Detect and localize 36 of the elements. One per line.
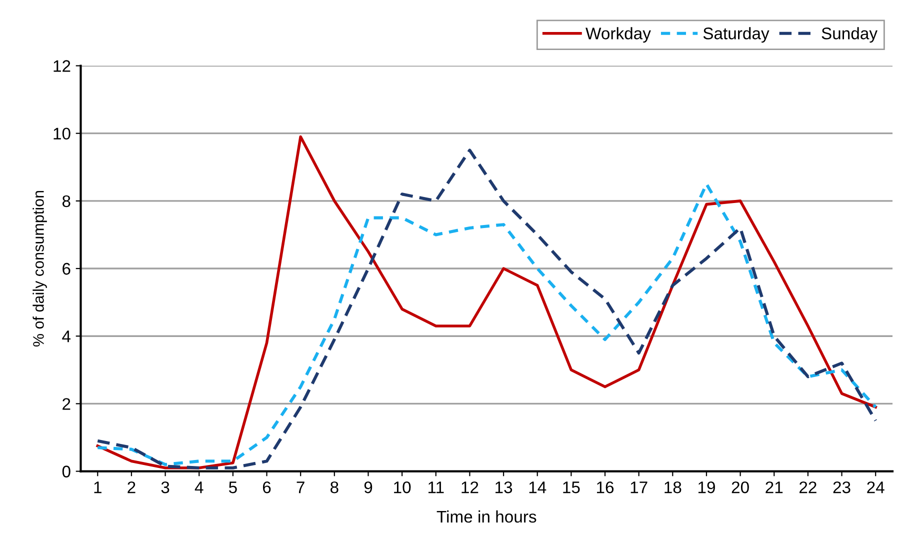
x-tick-label: 7: [296, 482, 304, 494]
x-tick-label: 4: [194, 482, 204, 494]
x-tick-label: 1: [94, 482, 102, 494]
x-tick-label: 12: [462, 481, 478, 494]
x-tick-label: 23: [833, 481, 850, 494]
x-tick-label: 8: [330, 481, 338, 494]
x-tick-label: 15: [563, 482, 580, 494]
y-axis-title: % of daily consumption: [32, 190, 47, 347]
x-tick-label: 9: [364, 481, 372, 494]
x-tick-label: 24: [867, 481, 884, 494]
y-tick-label: 12: [54, 60, 70, 72]
y-tick-label: 8: [62, 195, 70, 208]
x-tick-label: 2: [128, 481, 136, 494]
x-tick-label: 10: [394, 481, 411, 494]
x-tick-label: 20: [732, 481, 749, 494]
x-tick-label: 19: [698, 481, 715, 494]
x-axis-title: Time in hours: [436, 510, 536, 523]
legend-label: Workday: [586, 27, 651, 43]
legend-label: Saturday: [703, 27, 770, 43]
x-tick-label: 13: [496, 481, 512, 494]
x-tick-label: 11: [428, 482, 444, 494]
x-tick-label: 22: [800, 481, 816, 494]
y-tick-label: 6: [62, 262, 70, 275]
x-tick-label: 17: [630, 482, 648, 494]
x-tick-label: 3: [161, 481, 170, 494]
y-tick-label: 2: [62, 398, 70, 410]
x-tick-label: 21: [766, 481, 783, 494]
x-tick-label: 5: [228, 482, 237, 494]
y-tick-label: 4: [62, 330, 71, 342]
y-tick-label: 10: [54, 128, 70, 140]
x-tick-label: 6: [262, 481, 271, 494]
legend-label: Sunday: [822, 27, 878, 43]
x-tick-label: 16: [597, 481, 614, 494]
x-tick-label: 18: [664, 481, 682, 494]
y-tick-label: 0: [62, 466, 70, 478]
x-tick-label: 14: [529, 482, 546, 494]
